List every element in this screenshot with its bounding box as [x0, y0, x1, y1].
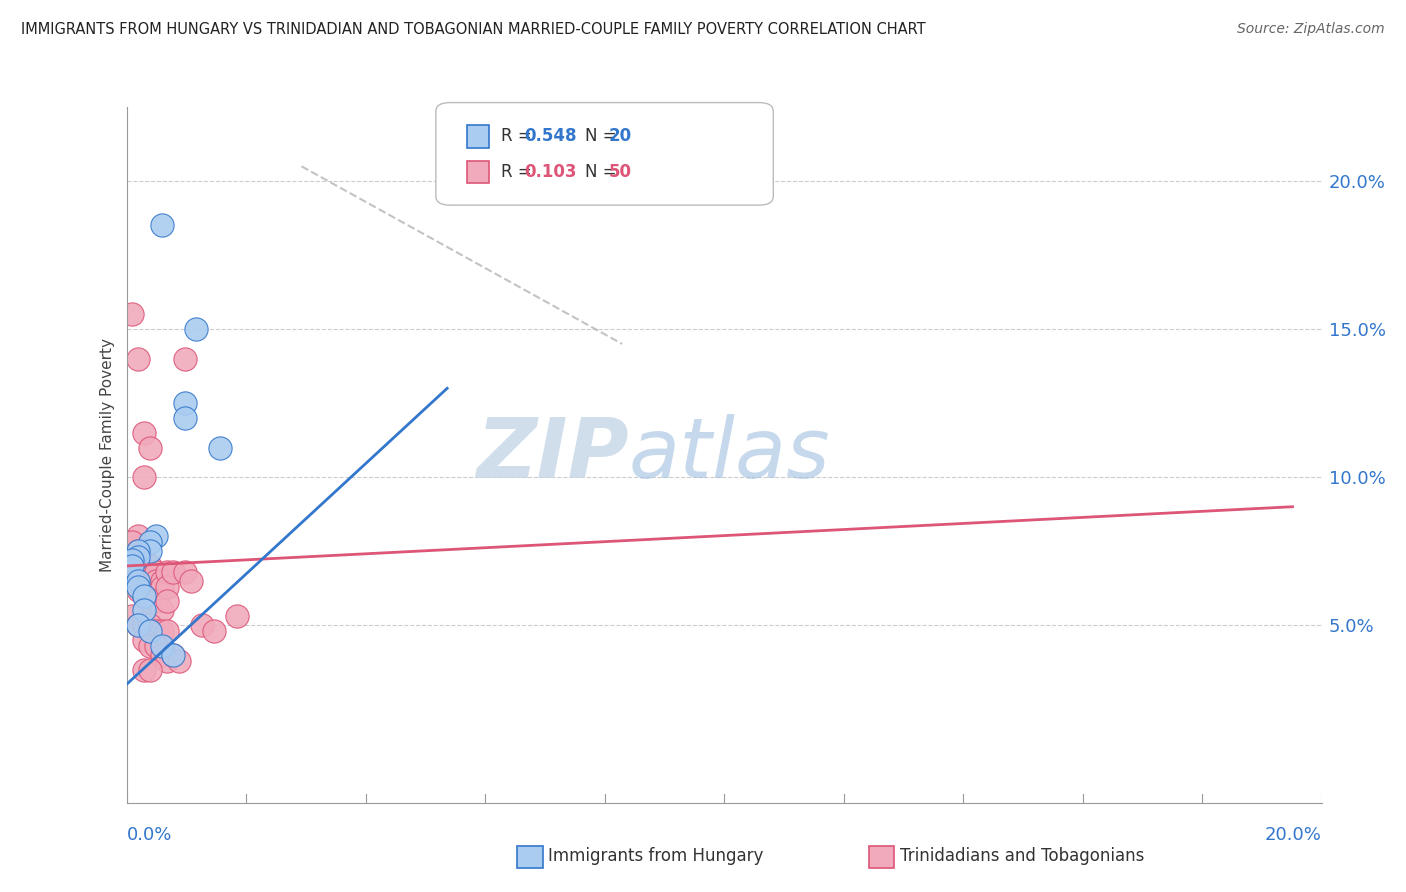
Point [150, 603, 173, 617]
Point [139, 618, 162, 632]
Point [145, 529, 167, 543]
Text: 20: 20 [609, 128, 631, 145]
Point [139, 544, 162, 558]
Point [127, 351, 149, 366]
Point [132, 558, 155, 573]
Point [127, 580, 149, 594]
Point [156, 624, 179, 638]
Text: 50: 50 [609, 163, 631, 181]
Point [145, 565, 167, 579]
Point [173, 351, 195, 366]
Point [186, 322, 208, 336]
Point [127, 544, 149, 558]
Point [145, 594, 167, 608]
Point [132, 425, 155, 440]
Point [156, 654, 179, 668]
Point [121, 535, 143, 549]
Point [150, 574, 173, 588]
Point [167, 654, 190, 668]
Text: N =: N = [585, 128, 621, 145]
Point [156, 594, 179, 608]
Point [132, 632, 155, 647]
Point [121, 571, 143, 585]
Text: 0.548: 0.548 [524, 128, 576, 145]
Point [145, 639, 167, 653]
Point [127, 574, 149, 588]
Point [132, 553, 155, 567]
Point [132, 589, 155, 603]
Point [121, 307, 143, 321]
Point [127, 550, 149, 565]
Text: ZIP: ZIP [475, 415, 628, 495]
Text: Trinidadians and Tobagonians: Trinidadians and Tobagonians [900, 847, 1144, 865]
Point [132, 603, 155, 617]
Point [127, 618, 149, 632]
Point [139, 535, 162, 549]
Point [127, 582, 149, 597]
Point [150, 648, 173, 662]
Text: R =: R = [501, 128, 537, 145]
Point [132, 663, 155, 677]
Text: atlas: atlas [628, 415, 830, 495]
Point [150, 639, 173, 653]
Point [208, 441, 231, 455]
Text: 20.0%: 20.0% [1265, 827, 1322, 845]
Point [150, 219, 173, 233]
Point [139, 558, 162, 573]
Point [162, 648, 184, 662]
Text: Immigrants from Hungary: Immigrants from Hungary [548, 847, 763, 865]
Point [121, 565, 143, 579]
Text: R =: R = [501, 163, 537, 181]
Point [226, 609, 249, 624]
Text: Source: ZipAtlas.com: Source: ZipAtlas.com [1237, 22, 1385, 37]
Point [127, 529, 149, 543]
Point [127, 544, 149, 558]
Point [127, 618, 149, 632]
Point [139, 594, 162, 608]
Point [162, 648, 184, 662]
Text: 0.103: 0.103 [524, 163, 576, 181]
Point [139, 624, 162, 638]
Point [121, 609, 143, 624]
Point [162, 565, 184, 579]
Point [173, 565, 195, 579]
Point [121, 558, 143, 573]
Point [132, 618, 155, 632]
Point [139, 565, 162, 579]
Point [191, 618, 214, 632]
Point [127, 550, 149, 565]
Point [156, 565, 179, 579]
Text: N =: N = [585, 163, 621, 181]
Point [173, 396, 195, 410]
Text: 0.0%: 0.0% [127, 827, 172, 845]
Point [202, 624, 225, 638]
Point [173, 411, 195, 425]
Point [121, 553, 143, 567]
Text: IMMIGRANTS FROM HUNGARY VS TRINIDADIAN AND TOBAGONIAN MARRIED-COUPLE FAMILY POVE: IMMIGRANTS FROM HUNGARY VS TRINIDADIAN A… [21, 22, 925, 37]
Point [180, 574, 202, 588]
Point [139, 663, 162, 677]
Point [156, 580, 179, 594]
Point [150, 624, 173, 638]
Point [150, 580, 173, 594]
Y-axis label: Married-Couple Family Poverty: Married-Couple Family Poverty [100, 338, 115, 572]
Point [145, 574, 167, 588]
Point [145, 624, 167, 638]
Point [139, 639, 162, 653]
Point [139, 441, 162, 455]
Point [132, 589, 155, 603]
Point [132, 470, 155, 484]
